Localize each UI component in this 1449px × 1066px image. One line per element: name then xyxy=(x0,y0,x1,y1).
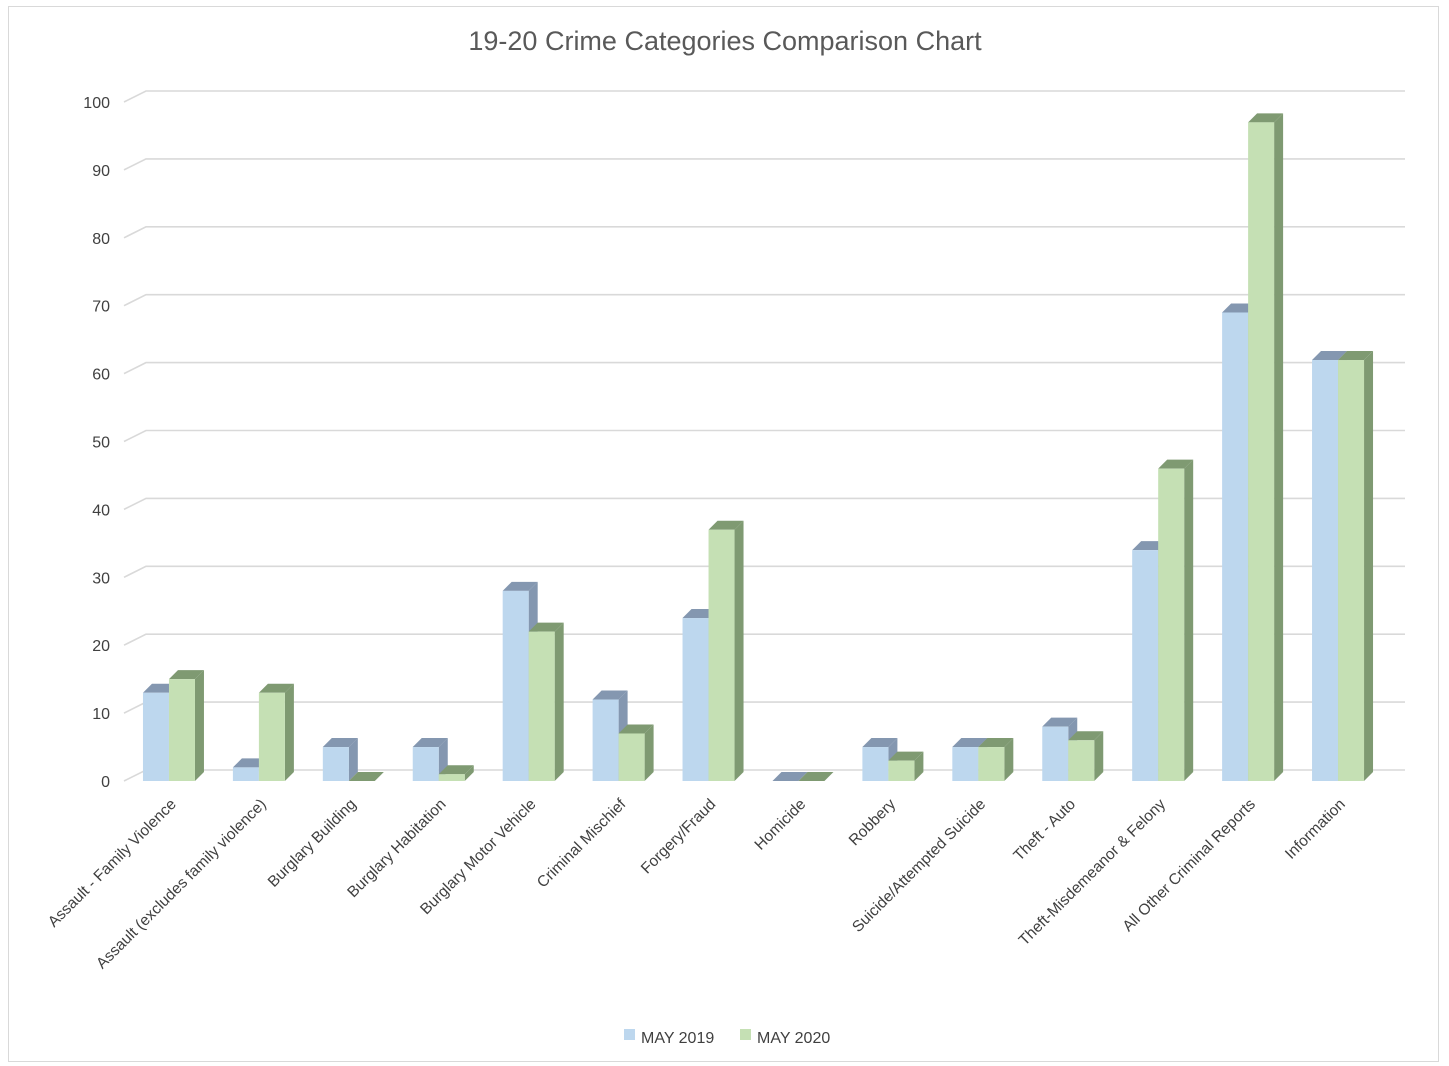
y-tick-label: 40 xyxy=(92,502,110,519)
x-category-label: Theft - Auto xyxy=(1010,796,1079,865)
bar xyxy=(888,751,924,781)
gridline xyxy=(123,429,1405,443)
y-tick-label: 90 xyxy=(92,163,110,180)
bar xyxy=(1248,113,1284,782)
y-tick-label: 20 xyxy=(92,638,110,655)
x-category-label: Theft-Misdemeanor & Felony xyxy=(1016,796,1170,950)
bar xyxy=(322,738,358,781)
chart-title: 19-20 Crime Categories Comparison Chart xyxy=(468,26,982,56)
legend: MAY 2019 MAY 2020 xyxy=(624,1029,830,1047)
x-category-label: Assault (excludes family violence) xyxy=(93,796,269,972)
bar xyxy=(528,622,564,781)
gridline xyxy=(123,158,1405,171)
gridline xyxy=(123,769,1405,782)
bar xyxy=(168,670,204,781)
legend-label: MAY 2019 xyxy=(641,1030,714,1047)
y-tick-label: 80 xyxy=(92,231,110,248)
bar xyxy=(348,772,384,781)
y-tick-label: 50 xyxy=(92,435,110,452)
bar xyxy=(258,683,294,781)
gridline xyxy=(123,361,1405,375)
y-tick-label: 30 xyxy=(92,570,110,587)
bar xyxy=(978,738,1014,781)
gridline xyxy=(123,701,1405,714)
gridlines xyxy=(123,90,1405,782)
legend-swatch xyxy=(740,1029,751,1040)
y-tick-label: 10 xyxy=(92,706,110,723)
bar xyxy=(1158,459,1194,781)
gridline xyxy=(123,90,1405,103)
legend-label: MAY 2020 xyxy=(757,1030,830,1047)
gridline xyxy=(123,226,1405,239)
bar xyxy=(708,520,744,781)
gridline xyxy=(123,293,1405,307)
gridline xyxy=(123,633,1405,646)
bar xyxy=(1338,351,1374,781)
bar xyxy=(798,772,834,781)
x-category-label: Information xyxy=(1282,796,1349,863)
gridline xyxy=(123,565,1405,579)
legend-swatch xyxy=(624,1029,635,1040)
y-tick-label: 0 xyxy=(101,774,110,791)
y-tick-label: 60 xyxy=(92,367,110,384)
gridline xyxy=(123,497,1405,511)
bars xyxy=(142,113,1374,782)
bar xyxy=(772,772,808,781)
y-tick-label: 100 xyxy=(83,95,110,112)
x-category-label: Burglary Building xyxy=(265,796,360,891)
x-category-label: Robbery xyxy=(846,796,900,850)
x-category-label: Burglary Habitation xyxy=(344,796,449,901)
bar xyxy=(618,724,654,781)
bar xyxy=(592,690,628,781)
bar xyxy=(1068,731,1104,781)
x-category-label: Forgery/Fraud xyxy=(638,796,719,877)
x-category-label: Homicide xyxy=(752,796,810,854)
y-axis-ticks: 0 10 20 30 40 50 60 70 80 90 100 xyxy=(83,95,110,791)
bar xyxy=(438,765,474,781)
y-tick-label: 70 xyxy=(92,299,110,316)
x-category-label: Criminal Mischief xyxy=(534,795,630,891)
